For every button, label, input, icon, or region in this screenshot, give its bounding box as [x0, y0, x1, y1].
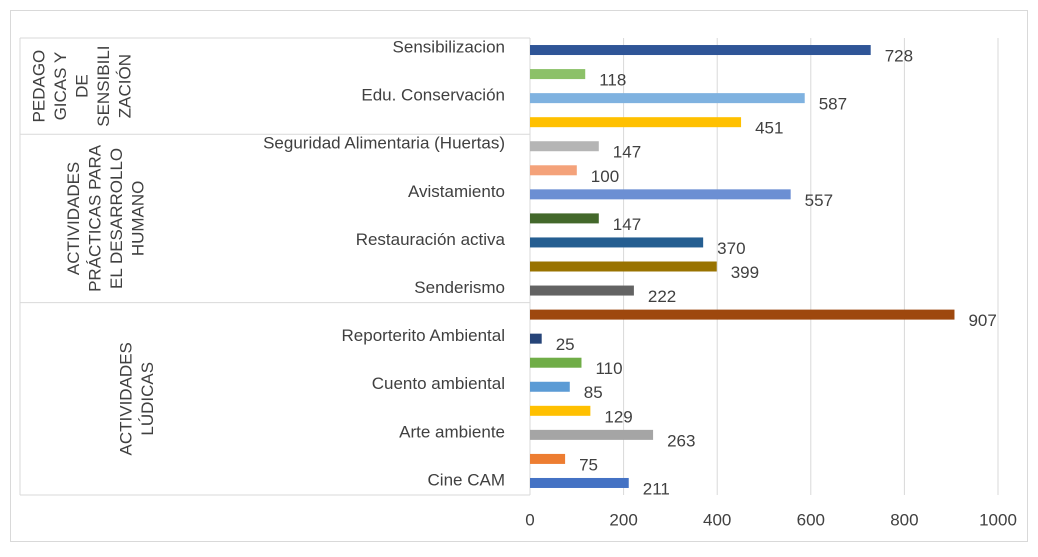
bar: [530, 285, 634, 296]
group-label: LÚDICAS: [138, 362, 157, 436]
value-label: 728: [885, 47, 913, 66]
bar: [530, 69, 586, 80]
value-label: 85: [584, 383, 603, 402]
group-label: SENSIBILI: [94, 45, 113, 126]
group-label: PRÁCTICAS PARA: [86, 144, 105, 292]
bar: [530, 45, 871, 56]
value-label: 907: [968, 311, 996, 330]
group-label: GICAS Y: [51, 52, 70, 121]
value-label: 399: [731, 263, 759, 282]
y-tick-label: Cuento ambiental: [372, 374, 505, 393]
bar: [530, 261, 717, 272]
bar: [530, 477, 629, 488]
value-label: 222: [648, 287, 676, 306]
bar: [530, 333, 542, 344]
bar: [530, 189, 791, 200]
y-tick-label: Restauración activa: [356, 230, 506, 249]
bar: [530, 357, 582, 368]
group-label: HUMANO: [129, 181, 148, 257]
value-label: 211: [643, 479, 670, 498]
y-tick-label: Cine CAM: [428, 470, 505, 489]
bar: [530, 165, 577, 176]
chart-border: [10, 10, 1028, 542]
x-tick-label: 1000: [979, 510, 1017, 529]
value-label: 147: [613, 143, 641, 162]
group-label: EL DESARROLLO: [107, 148, 126, 289]
y-tick-label: Reporterito Ambiental: [342, 326, 505, 345]
group-label: PEDAGO: [29, 50, 48, 123]
x-tick-label: 0: [525, 510, 534, 529]
y-tick-label: Avistamiento: [408, 182, 505, 201]
value-label: 110: [595, 359, 622, 378]
y-tick-label: Edu. Conservación: [361, 86, 505, 105]
group-label: ACTIVIDADES: [64, 162, 83, 275]
bar: [530, 117, 742, 128]
y-tick-label: Arte ambiente: [399, 422, 505, 441]
x-tick-label: 600: [797, 510, 825, 529]
value-label: 451: [755, 119, 783, 138]
bar: [530, 453, 566, 464]
bar: [530, 381, 570, 392]
bar: [530, 141, 599, 152]
y-tick-label: Senderismo: [414, 278, 505, 297]
x-tick-label: 400: [703, 510, 731, 529]
y-tick-label: Seguridad Alimentaria (Huertas): [263, 134, 505, 153]
x-tick-label: 800: [890, 510, 918, 529]
value-label: 118: [599, 71, 626, 90]
bar: [530, 213, 599, 224]
group-label: DE: [72, 74, 91, 98]
y-tick-label: Sensibilizacion: [393, 38, 505, 57]
bar: [530, 93, 805, 104]
value-label: 100: [591, 167, 619, 186]
group-label: ZACIÓN: [115, 54, 134, 118]
value-label: 75: [579, 455, 598, 474]
value-label: 25: [556, 335, 575, 354]
value-label: 129: [604, 407, 632, 426]
value-label: 557: [805, 191, 833, 210]
bar: [530, 309, 955, 320]
x-tick-label: 200: [609, 510, 637, 529]
value-label: 147: [613, 215, 641, 234]
value-label: 263: [667, 431, 695, 450]
bar: [530, 405, 591, 416]
bar: [530, 429, 654, 440]
value-label: 587: [819, 95, 847, 114]
value-label: 370: [717, 239, 745, 258]
bar: [530, 237, 704, 248]
group-label: ACTIVIDADES: [117, 342, 136, 455]
